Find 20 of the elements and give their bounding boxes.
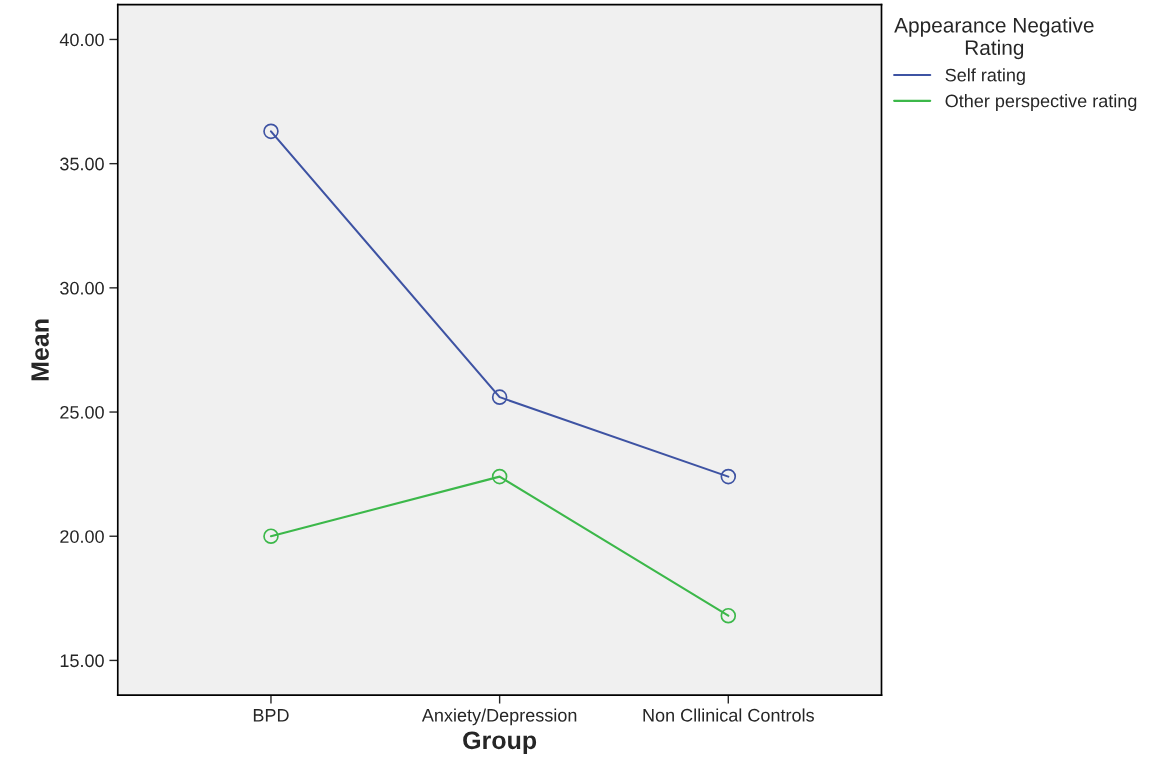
y-tick-label: 25.00 (60, 405, 104, 419)
legend-label: Self rating (945, 68, 1025, 86)
y-tick-label: 20.00 (60, 530, 104, 543)
point (263, 528, 279, 545)
x-tick-label: Anxiety/Depression (421, 708, 577, 726)
point (491, 468, 508, 485)
point (720, 468, 737, 485)
y-tick-label: 15.00 (60, 654, 104, 668)
y-tick-label: 35.00 (60, 157, 104, 171)
point (720, 607, 737, 624)
legend-label: Other perspective rating (945, 94, 1137, 111)
x-axis-title: Group (463, 731, 537, 755)
y-axis-title: Mean (31, 319, 49, 381)
point (263, 123, 279, 140)
legend-title: Appearance Negative Rating (894, 17, 1094, 60)
point (491, 389, 508, 405)
x-tick-label: Non Cllinical Controls (643, 708, 814, 722)
x-tick-label: BPD (253, 709, 289, 722)
y-tick-label: 30.00 (60, 281, 104, 295)
y-tick-label: 40.00 (59, 33, 104, 47)
